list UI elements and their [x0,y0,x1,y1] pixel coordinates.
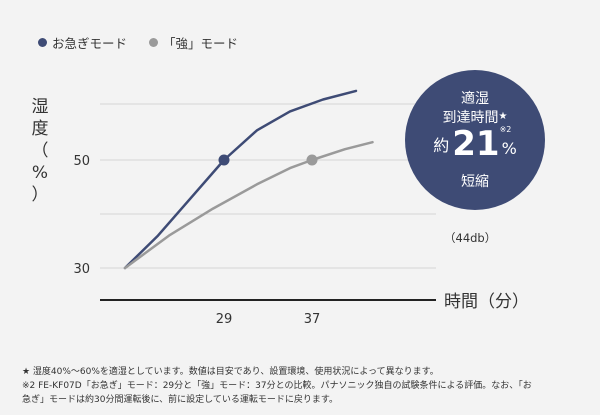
data-point-quick [218,154,230,166]
series-line-quick [123,89,358,270]
legend: お急ぎモード 「強」モード [38,33,238,52]
y-axis-label-char: 湿 [31,97,49,117]
badge-line4: 短縮 [461,174,489,190]
y-axis-label-char: （ [31,141,49,161]
badge-unit: % [501,139,517,158]
badge-unit-wrap: ※2 % [500,125,517,158]
data-point-strong [306,154,318,166]
footnotes: ★ 湿度40%～60%を適湿としています。数値は目安であり、設置環境、使用状況に… [22,365,592,407]
db-note: （44db） [444,231,497,245]
x-axis-label: 時間（分） [444,292,529,312]
tick-labels: 30 50 29 37 [73,154,320,327]
y-axis-label-char: 度 [31,119,49,139]
badge-note: ※2 [499,125,512,134]
footnote-line: ※2 FE-KF07D「お急ぎ」モード：29分と「強」モード：37分との比較。パ… [22,381,532,391]
x-tick-label: 37 [304,312,321,327]
footnote-line: 急ぎ」モードは約30分間運転後に、前に設定している運転モードに戻ります。 [22,395,339,405]
badge-main: 約 21 ※2 % [405,124,545,164]
chart-svg: 30 50 29 37 [73,89,436,327]
badge-value: 21 [452,124,500,164]
y-axis-label: 湿 度 （ % ） [30,96,50,206]
legend-dot-quick [38,38,47,47]
y-tick-label: 50 [73,154,90,169]
star-icon: ★ [498,111,508,122]
y-axis-label-char: ） [31,185,49,205]
legend-label-strong: 「強」モード [163,36,239,51]
badge-line1: 適湿 [461,91,489,107]
series-layer [123,89,374,270]
series-line-strong [123,140,374,270]
y-tick-label: 30 [73,262,90,277]
footnote-line: ★ 湿度40%～60%を適湿としています。数値は目安であり、設置環境、使用状況に… [22,367,439,377]
legend-dot-strong [149,38,159,47]
x-tick-label: 29 [216,312,233,327]
grid [100,103,436,301]
badge-line2-text: 到達時間 [442,110,499,126]
badge-prefix: 約 [433,136,450,155]
y-axis-label-char: % [31,163,49,183]
badge-line2: 到達時間★ [405,107,545,127]
legend-item-quick: お急ぎモード [38,33,127,52]
reduction-badge: 適湿 到達時間★ 約 21 ※2 % 短縮 [405,70,545,210]
legend-item-strong: 「強」モード [149,33,238,52]
legend-label-quick: お急ぎモード [52,36,128,51]
